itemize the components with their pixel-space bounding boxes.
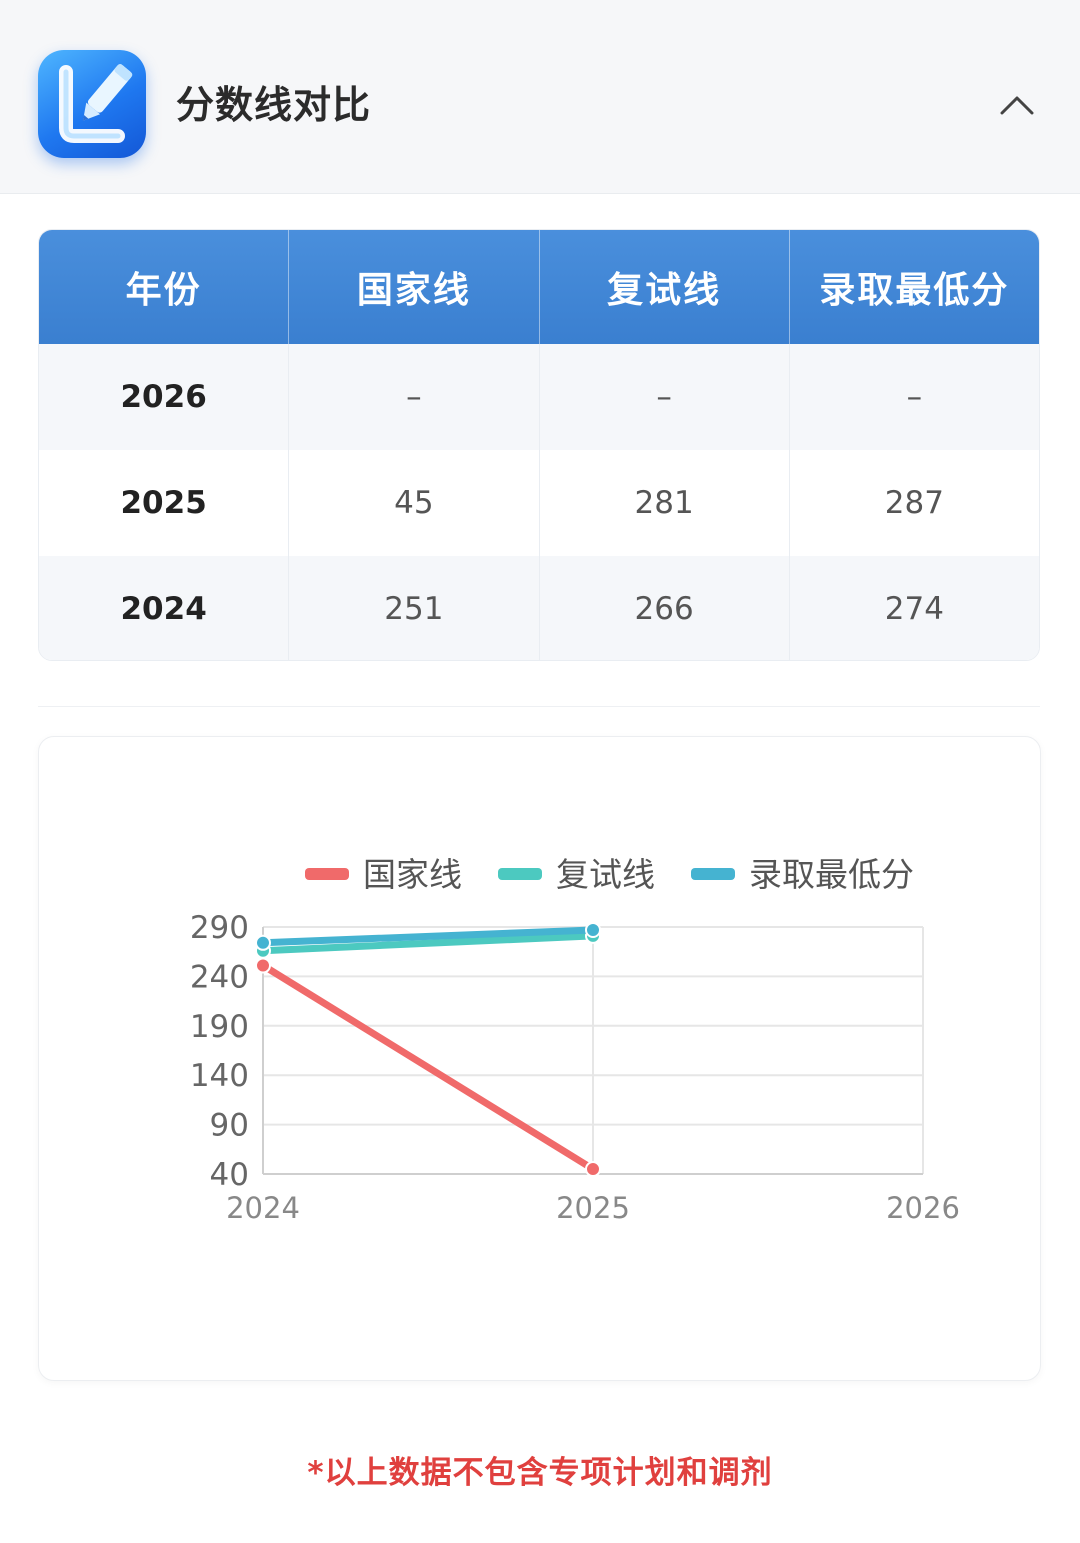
data-point bbox=[255, 934, 271, 951]
data-point bbox=[585, 1161, 601, 1178]
table-row: 2026 – – – bbox=[39, 344, 1039, 450]
edit-pencil-icon bbox=[38, 50, 146, 158]
column-header-retest-line: 复试线 bbox=[540, 230, 790, 344]
table-cell: 266 bbox=[540, 556, 790, 660]
y-tick-label: 240 bbox=[190, 959, 249, 995]
x-tick-label: 2026 bbox=[886, 1191, 960, 1225]
series-line bbox=[259, 926, 597, 947]
table-cell: – bbox=[289, 344, 540, 450]
legend-swatch bbox=[305, 868, 349, 880]
table-cell: 274 bbox=[884, 591, 944, 627]
line-chart-card: 290 240 190 140 90 40 2024 2025 2026 国家线 复试线 录取最低分 bbox=[38, 736, 1041, 1381]
table-cell: 251 bbox=[289, 556, 540, 660]
x-tick-label: 2025 bbox=[556, 1191, 630, 1225]
footnote: *以上数据不包含专项计划和调剂 bbox=[307, 1455, 773, 1491]
y-tick-label: 90 bbox=[210, 1108, 249, 1144]
legend-label: 国家线 bbox=[363, 855, 462, 894]
table-cell-year: 2026 bbox=[39, 344, 290, 450]
y-tick-label: 190 bbox=[190, 1009, 249, 1045]
table-cell-year: 2024 bbox=[39, 556, 290, 660]
y-tick-label: 40 bbox=[210, 1157, 249, 1193]
table-cell: – bbox=[540, 344, 790, 450]
column-header-min-admission: 录取最低分 bbox=[819, 270, 1010, 311]
divider bbox=[38, 706, 1040, 707]
x-tick-label: 2024 bbox=[226, 1191, 300, 1225]
table-cell: – bbox=[906, 379, 923, 415]
table-row: 2025 45 281 287 bbox=[39, 450, 1039, 556]
legend-swatch bbox=[691, 868, 735, 880]
legend-label: 录取最低分 bbox=[749, 855, 914, 894]
series-line bbox=[259, 962, 597, 1173]
data-point bbox=[585, 921, 601, 938]
section-header: 分数线对比 bbox=[0, 0, 1080, 194]
table-cell: 281 bbox=[540, 450, 790, 556]
data-point bbox=[255, 957, 271, 974]
chevron-up-icon bbox=[1000, 96, 1034, 115]
legend-label: 复试线 bbox=[556, 855, 655, 894]
series-line bbox=[259, 932, 597, 955]
y-tick-label: 140 bbox=[190, 1058, 249, 1094]
column-header-year: 年份 bbox=[39, 230, 290, 344]
score-table: 年份 国家线 复试线 录取最低分 2026 – – – 2025 45 281 … bbox=[38, 229, 1040, 661]
table-cell-year: 2025 bbox=[39, 450, 290, 556]
column-header-national-line: 国家线 bbox=[289, 230, 540, 344]
table-cell: 287 bbox=[884, 485, 944, 521]
collapse-button[interactable] bbox=[990, 80, 1044, 130]
page-title: 分数线对比 bbox=[176, 83, 372, 127]
y-tick-label: 290 bbox=[190, 910, 249, 946]
table-row: 2024 251 266 274 bbox=[39, 556, 1039, 660]
table-header: 年份 国家线 复试线 录取最低分 bbox=[39, 230, 1039, 344]
legend-swatch bbox=[498, 868, 542, 880]
table-cell: 45 bbox=[289, 450, 540, 556]
